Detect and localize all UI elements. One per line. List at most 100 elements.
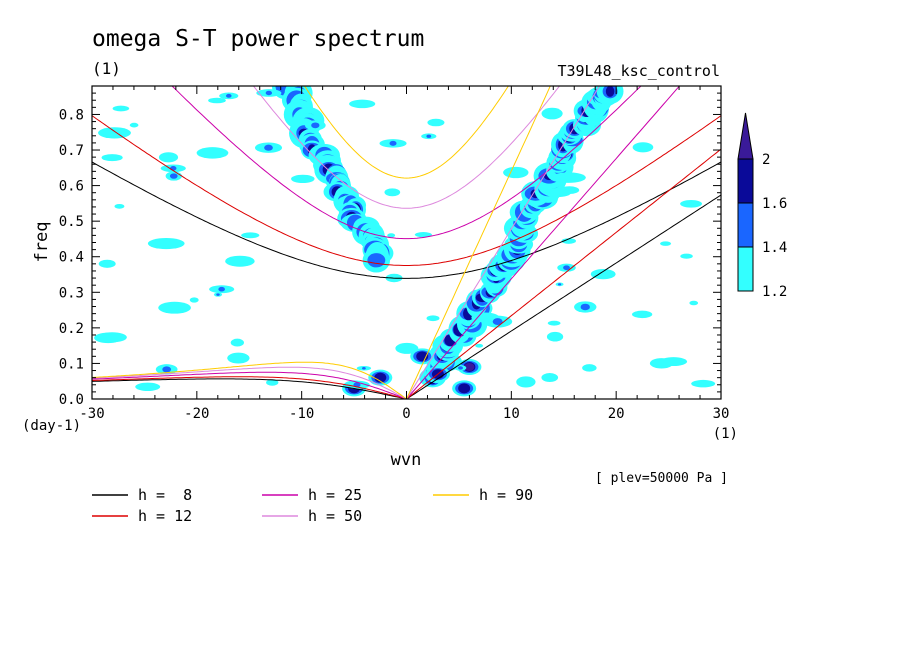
noise-patch [227,352,250,364]
noise-patch [147,237,185,250]
rossby-curve-h50 [92,366,407,399]
low-freq-inner [458,383,471,394]
noise-patch [551,172,586,183]
legend: h = 8 h = 12 h = 25 h = 50 h = 90 [92,486,533,525]
noise-patch-mid [492,318,503,326]
rossby-curve-h8 [92,378,407,399]
y-unit-label: (day-1) [22,418,81,434]
noise-patch-mid [563,265,570,271]
noise-patch [112,105,130,112]
tick-layer: -30 -20 -10 0 10 20 30 0.0 0.1 0.2 0.3 0.4 0.5 0.6 0.7… [59,86,729,422]
noise-patch [691,379,716,388]
colorbar-label: 1.2 [762,284,787,300]
noise-patch [649,358,674,369]
x-tick-label: 0 [402,406,410,422]
noise-patch [590,269,616,280]
noise-patch [680,199,702,208]
y-tick-label: 0.1 [59,356,84,372]
kelvin-curve-h90 [406,86,551,399]
noise-patch [541,107,563,120]
noise-patch [395,342,419,354]
y-axis-label: freq [32,222,52,263]
y-tick-label: 0.3 [59,285,84,301]
noise-patch [230,338,244,347]
ig-curve-h25 [171,86,642,240]
noise-patch [516,376,536,388]
y-tick-label: 0.8 [59,107,84,123]
noise-patch-mid [389,140,397,146]
y-tick-label: 0.5 [59,214,84,230]
ig-curve-h50 [252,86,561,209]
noise-patch [135,382,161,392]
noise-patch [561,238,576,244]
kelvin-curve-h8 [406,194,721,399]
experiment-label: T39L48_ksc_control [557,62,720,80]
x-tick-label: 10 [503,406,520,422]
noise-patch [384,188,401,197]
noise-patch [427,118,445,127]
noise-patch [631,310,653,319]
noise-patch [547,320,561,326]
y-tick-label: 0.0 [59,392,84,408]
noise-patch [632,142,654,153]
noise-patch-mid [169,173,178,179]
noise-patch [241,232,260,239]
low-freq-peak [464,362,475,371]
ig-curve-h12 [92,115,721,266]
legend-label: h = 25 [308,486,362,504]
legend-label: h = 12 [138,507,192,525]
noise-patch [98,127,131,139]
legend-label: h = 8 [138,486,192,504]
noise-patch [291,174,315,184]
noise-patch-mid [170,166,177,171]
noise-patch [101,154,123,162]
colorbar-label: 2 [762,152,770,168]
noise-patch-mid [225,93,232,98]
kelvin-curve-h50 [406,86,601,399]
noise-patch [158,152,179,163]
footnote: [ plev=50000 Pa ] [595,471,728,486]
y-tick-label: 0.2 [59,321,84,337]
noise-patch [266,379,279,386]
noise-patch [503,166,529,179]
y-tick-label: 0.4 [59,250,84,266]
x-tick-label: -10 [289,406,314,422]
colorbar-extend-arrow [737,112,754,160]
noise-patch-mid [458,366,463,370]
noise-patch [414,232,432,238]
noise-patch [387,233,396,238]
noise-patch-mid [162,366,172,373]
noise-patch [582,364,597,372]
noise-patch-mid [362,366,366,370]
y-tick-label: 0.7 [59,143,84,159]
noise-patch [225,255,255,267]
x-tick-label: 20 [608,406,625,422]
low-freq-inner [374,372,387,383]
colorbar-segment [737,202,754,248]
colorbar-label: 1.6 [762,196,787,212]
rossby-curve-h25 [92,371,407,399]
noise-patch [208,97,226,104]
noise-patch [114,203,125,209]
kelvin-curve-h25 [406,86,681,399]
noise-patch [546,331,564,342]
noise-patch [475,343,484,348]
noise-patch [349,99,376,109]
noise-patch-mid [311,122,320,129]
colorbar-segment [737,158,754,204]
noise-patch-mid [426,134,432,138]
noise-patch [189,297,199,303]
noise-patch [426,315,440,322]
noise-patch-mid [265,90,273,96]
noise-patch-mid [580,303,590,311]
rossby-curve-h12 [92,376,407,399]
x-tick-label: -20 [184,406,209,422]
noise-patch [543,188,571,198]
noise-patch-mid [216,293,220,296]
noise-patch [680,253,693,259]
noise-patch [94,332,123,344]
x-unit-label: (1) [713,426,738,442]
colorbar: 1.2 1.4 1.6 2 [737,112,787,300]
x-axis-label: wvn [391,450,422,470]
